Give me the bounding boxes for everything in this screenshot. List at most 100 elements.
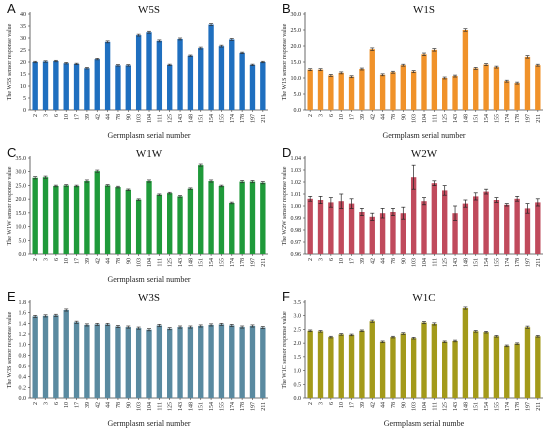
bar bbox=[239, 181, 245, 254]
bar bbox=[535, 336, 541, 398]
x-tick-label: 104 bbox=[147, 402, 153, 411]
y-tick-label: 5.0 bbox=[294, 92, 302, 98]
bar bbox=[307, 69, 313, 110]
chart-w1s: 0.0 5.0 10.0 15.0 20.0 25.0 30.0 2 3 6 10 17 39 42 44 7… bbox=[282, 1, 543, 140]
x-tick-label: 197 bbox=[250, 402, 256, 411]
bar bbox=[421, 322, 427, 398]
y-tick-label: 1.6 bbox=[19, 311, 27, 317]
y-tick-label: 25 bbox=[20, 48, 26, 54]
bar bbox=[328, 202, 334, 254]
chart-title: W1S bbox=[413, 4, 435, 16]
bar bbox=[115, 65, 121, 110]
bar bbox=[260, 62, 266, 110]
x-tick-label: 78 bbox=[391, 114, 397, 120]
y-tick-label: 1.01 bbox=[291, 192, 302, 198]
y-tick-label: 25.0 bbox=[16, 183, 27, 189]
x-axis-label: Germplasm serial number bbox=[107, 131, 190, 140]
bar bbox=[452, 76, 458, 110]
bar bbox=[410, 177, 417, 254]
x-tick-label: 6 bbox=[329, 402, 335, 405]
bar bbox=[135, 199, 142, 254]
bar bbox=[338, 201, 344, 254]
x-tick-label: 44 bbox=[381, 114, 387, 120]
x-tick-label: 178 bbox=[240, 114, 246, 123]
panel-a: 0 5 10 15 20 25 30 35 40 2 3 6 10 17 39 42 44 78 90 103 104 1… bbox=[0, 0, 275, 144]
bar bbox=[317, 331, 324, 398]
x-tick-label: 151 bbox=[474, 114, 480, 123]
bar bbox=[442, 341, 448, 398]
x-tick-label: 211 bbox=[536, 402, 542, 411]
x-tick-label: 2 bbox=[33, 114, 39, 117]
bar bbox=[73, 322, 80, 398]
bar bbox=[514, 83, 520, 110]
x-tick-label: 39 bbox=[85, 402, 91, 408]
x-tick-label: 148 bbox=[188, 258, 194, 267]
bar bbox=[369, 321, 375, 398]
x-tick-label: 10 bbox=[339, 114, 345, 120]
x-tick-label: 151 bbox=[474, 402, 480, 411]
bar bbox=[348, 76, 355, 110]
x-tick-label: 143 bbox=[178, 258, 184, 267]
x-tick-label: 3 bbox=[44, 402, 50, 405]
y-axis-label: The W5S sensor response value bbox=[7, 23, 13, 100]
x-tick-label: 125 bbox=[443, 402, 449, 411]
x-tick-label: 103 bbox=[412, 402, 418, 411]
bar bbox=[379, 341, 386, 398]
y-tick-label: 15.0 bbox=[16, 211, 27, 217]
x-tick-label: 3 bbox=[44, 114, 50, 117]
bar bbox=[359, 330, 365, 398]
bar bbox=[73, 63, 80, 110]
x-tick-label: 111 bbox=[157, 258, 163, 267]
chart-title: W1W bbox=[136, 148, 163, 160]
x-tick-label: 42 bbox=[370, 402, 376, 408]
x-tick-label: 148 bbox=[463, 402, 469, 411]
x-tick-label: 10 bbox=[64, 258, 70, 264]
x-tick-label: 78 bbox=[391, 402, 397, 408]
x-tick-label: 125 bbox=[168, 258, 174, 267]
x-tick-label: 143 bbox=[178, 114, 184, 123]
bar bbox=[452, 213, 458, 254]
bar bbox=[307, 198, 313, 254]
bar bbox=[135, 35, 142, 111]
bar bbox=[42, 61, 49, 110]
bar bbox=[104, 324, 111, 398]
x-tick-label: 143 bbox=[178, 402, 184, 411]
x-tick-label: 148 bbox=[463, 114, 469, 123]
chart-w2w: 0.96 0.97 0.98 0.99 1.00 1.01 1.02 1.03 1.04 2 3 6 1… bbox=[282, 145, 543, 267]
x-tick-label: 211 bbox=[261, 258, 267, 267]
x-tick-label: 103 bbox=[412, 114, 418, 123]
y-tick-label: 0.99 bbox=[291, 216, 302, 222]
bar bbox=[208, 24, 214, 111]
bar bbox=[73, 185, 80, 254]
x-tick-label: 6 bbox=[54, 402, 60, 405]
x-tick-label: 10 bbox=[64, 114, 70, 120]
bar bbox=[94, 171, 100, 254]
bar bbox=[524, 208, 531, 254]
bar bbox=[104, 41, 111, 111]
y-tick-label: 15.0 bbox=[291, 60, 302, 66]
bar bbox=[400, 65, 406, 110]
y-tick-label: 0.8 bbox=[19, 353, 27, 359]
x-tick-label: 90 bbox=[126, 258, 132, 264]
y-tick-label: 0.97 bbox=[291, 240, 302, 246]
bar bbox=[442, 190, 448, 254]
x-tick-label: 90 bbox=[126, 114, 132, 120]
x-tick-label: 6 bbox=[329, 114, 335, 117]
x-tick-label: 3 bbox=[44, 258, 50, 261]
x-tick-label: 42 bbox=[95, 402, 101, 408]
panel-letter: D bbox=[282, 145, 291, 160]
x-tick-label: 111 bbox=[157, 114, 163, 123]
x-tick-label: 111 bbox=[432, 258, 438, 267]
bar bbox=[125, 65, 131, 110]
x-tick-label: 197 bbox=[525, 402, 531, 411]
x-tick-label: 78 bbox=[116, 258, 122, 264]
bar bbox=[249, 181, 256, 254]
x-tick-label: 3 bbox=[319, 114, 325, 117]
bar bbox=[42, 177, 49, 254]
bar bbox=[431, 323, 438, 398]
x-tick-label: 10 bbox=[339, 402, 345, 408]
x-tick-label: 3 bbox=[319, 258, 325, 261]
x-tick-label: 39 bbox=[360, 402, 366, 408]
